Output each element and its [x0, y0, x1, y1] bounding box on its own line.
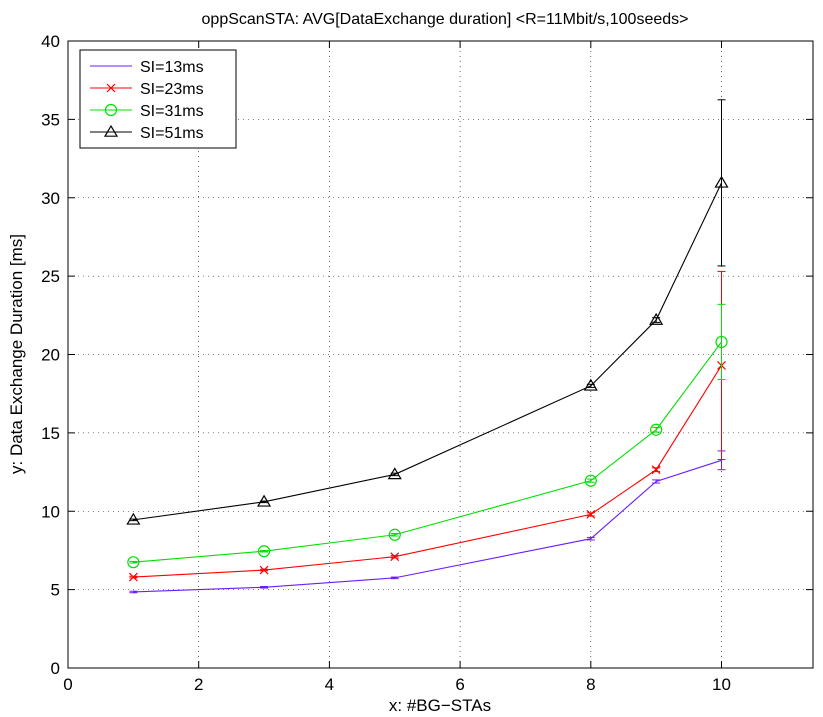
triangle-marker	[583, 378, 598, 391]
x-marker	[128, 572, 138, 582]
circle-marker	[715, 335, 728, 349]
x-marker	[651, 465, 661, 475]
series-SI=13ms	[129, 450, 726, 594]
x-tick-label: 4	[325, 675, 334, 694]
legend-label: SI=51ms	[140, 125, 204, 142]
legend-item: SI=13ms	[90, 59, 204, 76]
x-marker-stroke	[390, 552, 400, 562]
y-tick-label: 10	[41, 502, 60, 521]
series-line	[133, 365, 722, 578]
legend-label: SI=23ms	[140, 81, 204, 98]
y-axis-label: y: Data Exchange Duration [ms]	[7, 234, 26, 474]
x-marker	[390, 552, 400, 562]
series-SI=23ms	[128, 270, 726, 582]
legend-item: SI=23ms	[90, 81, 204, 98]
series-line	[133, 459, 722, 593]
y-tick-label: 35	[41, 110, 60, 129]
legend-item: SI=51ms	[90, 124, 204, 142]
x-tick-label: 0	[63, 675, 72, 694]
circle-marker	[388, 528, 401, 541]
circle-marker	[257, 545, 271, 558]
x-marker-stroke	[128, 572, 138, 582]
series-line	[133, 182, 723, 521]
triangle-marker	[257, 494, 272, 507]
triangle-marker	[714, 175, 729, 188]
grid	[68, 41, 813, 668]
series-SI=31ms	[127, 303, 728, 569]
legend: SI=13ms SI=23ms SI=31ms SI=51ms	[79, 49, 237, 149]
x-marker-stroke	[259, 565, 269, 575]
circle-marker	[584, 474, 597, 487]
series-layer	[126, 99, 729, 594]
triangle-marker	[387, 467, 402, 480]
y-tick-label: 5	[51, 581, 60, 600]
y-tick-label: 30	[41, 189, 60, 208]
y-tick-label: 0	[51, 659, 60, 678]
x-tick-label: 6	[455, 675, 464, 694]
triangle-marker	[126, 512, 141, 525]
series-SI=51ms	[126, 99, 729, 525]
y-tick-label: 15	[41, 424, 60, 443]
legend-label: SI=13ms	[140, 59, 204, 76]
y-tick-label: 25	[41, 267, 60, 286]
x-marker	[259, 565, 269, 575]
chart-title: oppScanSTA: AVG[DataExchange duration] <…	[202, 11, 689, 28]
x-marker-stroke	[106, 83, 116, 93]
legend-item: SI=31ms	[90, 103, 204, 120]
triangle-marker	[649, 312, 664, 325]
axis-ticks: 0 2 4 6 8 10 0 5 10 15 20 25 30 35 40	[41, 32, 813, 694]
x-tick-label: 10	[712, 675, 731, 694]
x-marker	[106, 83, 116, 93]
x-axis-label: x: #BG−STAs	[389, 696, 491, 715]
legend-label: SI=31ms	[140, 103, 204, 120]
y-tick-label: 40	[41, 32, 60, 51]
x-tick-label: 2	[194, 675, 203, 694]
x-tick-label: 8	[586, 675, 595, 694]
x-marker	[586, 509, 596, 519]
y-tick-label: 20	[41, 346, 60, 365]
series-line	[133, 341, 722, 563]
circle-marker	[650, 423, 663, 436]
circle-marker	[104, 103, 118, 117]
x-marker-stroke	[586, 509, 596, 519]
triangle-marker	[103, 124, 119, 137]
circle-marker	[127, 556, 140, 569]
x-marker-stroke	[651, 465, 661, 475]
